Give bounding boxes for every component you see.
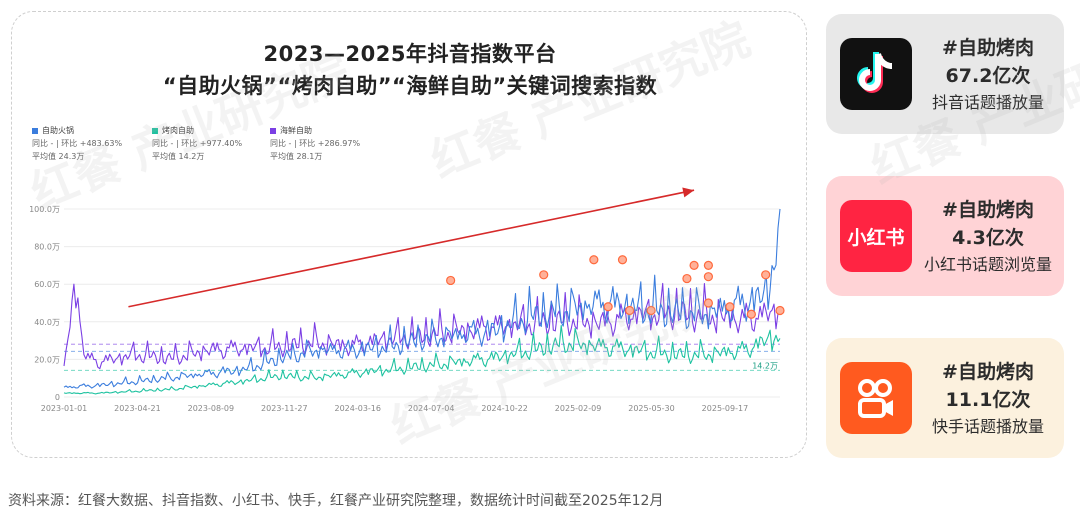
source-note: 资料来源：红餐大数据、抖音指数、小红书、快手，红餐产业研究院整理，数据统计时间截…	[8, 493, 664, 509]
y-tick-label: 60.0万	[34, 280, 60, 289]
legend-item-bbq[interactable]: 烤肉自助 同比 - | 环比 +977.40% 平均值 14.2万	[152, 124, 242, 163]
legend-avg: 平均值 14.2万	[152, 152, 205, 161]
highlight-point	[603, 302, 613, 312]
highlight-point	[682, 273, 692, 284]
highlight-point	[689, 260, 699, 270]
x-tick-label: 2023-04-21	[114, 404, 161, 413]
x-tick-label: 2025-09-17	[702, 404, 749, 413]
highlight-point	[589, 255, 599, 265]
legend-item-hotpot[interactable]: 自助火锅 同比 - | 环比 +483.63% 平均值 24.3万	[32, 124, 122, 163]
legend-avg: 平均值 24.3万	[32, 152, 85, 161]
legend-swatch	[32, 127, 38, 134]
y-tick-label: 80.0万	[34, 243, 60, 252]
highlight-point	[746, 309, 756, 319]
highlight-point	[761, 270, 771, 280]
y-axis: 0 20.0万 40.0万 60.0万 80.0万 100.0万	[29, 205, 60, 402]
card-value: 11.1亿次	[945, 389, 1031, 411]
grid-lines	[64, 208, 780, 398]
kuaishou-logo-icon	[840, 362, 912, 434]
card-desc: 小红书话题浏览量	[923, 255, 1052, 274]
xiaohongshu-logo-icon: 小红书	[840, 200, 912, 272]
series-line-自助火锅	[63, 208, 781, 389]
highlight-point	[703, 260, 714, 270]
stat-card-douyin: #自助烤肉 67.2亿次 抖音话题播放量	[826, 14, 1064, 134]
legend-yoy: 同比 - | 环比 +977.40%	[152, 139, 243, 148]
stat-card-xiaohongshu: 小红书 #自助烤肉 4.3亿次 小红书话题浏览量	[826, 176, 1064, 296]
legend-name: 烤肉自助	[162, 126, 194, 135]
legend-avg: 平均值 28.1万	[270, 152, 323, 161]
douyin-logo-icon	[840, 38, 912, 110]
trend-arrow-head	[682, 187, 695, 198]
trend-arrow-line	[128, 189, 695, 308]
average-label: 14.2万	[752, 361, 778, 370]
x-tick-label: 2025-02-09	[555, 404, 602, 413]
x-tick-label: 2023-01-01	[41, 404, 88, 413]
legend-item-seafood[interactable]: 海鲜自助 同比 - | 环比 +286.97% 平均值 28.1万	[270, 124, 360, 163]
legend-swatch	[152, 127, 158, 134]
card-tag: #自助烤肉	[942, 199, 1034, 221]
highlight-markers	[446, 255, 785, 319]
card-desc: 抖音话题播放量	[931, 93, 1044, 112]
highlight-point	[646, 305, 656, 316]
y-tick-label: 100.0万	[29, 205, 60, 214]
x-tick-label: 2023-08-09	[188, 404, 235, 413]
chart-panel: 2023—2025年抖音指数平台 “自助火锅”“烤肉自助”“海鲜自助”关键词搜索…	[11, 11, 807, 458]
highlight-point	[725, 302, 735, 312]
card-tag: #自助烤肉	[942, 361, 1034, 383]
legend-yoy: 同比 - | 环比 +483.63%	[32, 139, 123, 148]
highlight-point	[703, 298, 714, 308]
card-desc: 快手话题播放量	[931, 417, 1044, 436]
card-value: 67.2亿次	[945, 65, 1031, 87]
highlight-point	[703, 272, 714, 282]
legend-swatch	[270, 127, 276, 134]
series-line-烤肉自助	[63, 324, 781, 395]
x-tick-label: 2024-07-04	[408, 404, 455, 413]
legend-name: 海鲜自助	[280, 126, 312, 135]
y-tick-label: 20.0万	[34, 355, 60, 364]
series-line-海鲜自助	[63, 282, 781, 370]
highlight-point	[775, 305, 785, 316]
x-tick-label: 2023-11-27	[261, 404, 308, 413]
card-value: 4.3亿次	[952, 227, 1024, 249]
trend-arrow	[128, 187, 695, 308]
highlight-point	[539, 270, 549, 280]
highlight-point	[446, 275, 456, 286]
legend-name: 自助火锅	[42, 126, 74, 135]
x-tick-label: 2025-05-30	[628, 404, 675, 413]
chart-title-line1: 2023—2025年抖音指数平台	[263, 42, 557, 66]
y-tick-label: 40.0万	[34, 318, 60, 327]
chart-title-line2: “自助火锅”“烤肉自助”“海鲜自助”关键词搜索指数	[162, 74, 658, 98]
legend-yoy: 同比 - | 环比 +286.97%	[270, 139, 361, 148]
highlight-point	[625, 305, 635, 316]
x-tick-label: 2024-10-22	[481, 404, 528, 413]
series-lines	[63, 208, 781, 395]
card-tag: #自助烤肉	[942, 37, 1034, 59]
x-tick-label: 2024-03-16	[334, 404, 381, 413]
stat-card-kuaishou: #自助烤肉 11.1亿次 快手话题播放量	[826, 338, 1064, 458]
y-tick-label: 0	[55, 393, 60, 402]
x-axis: 2023-01-01 2023-04-21 2023-08-09 2023-11-27…	[41, 404, 748, 413]
highlight-point	[617, 255, 628, 265]
